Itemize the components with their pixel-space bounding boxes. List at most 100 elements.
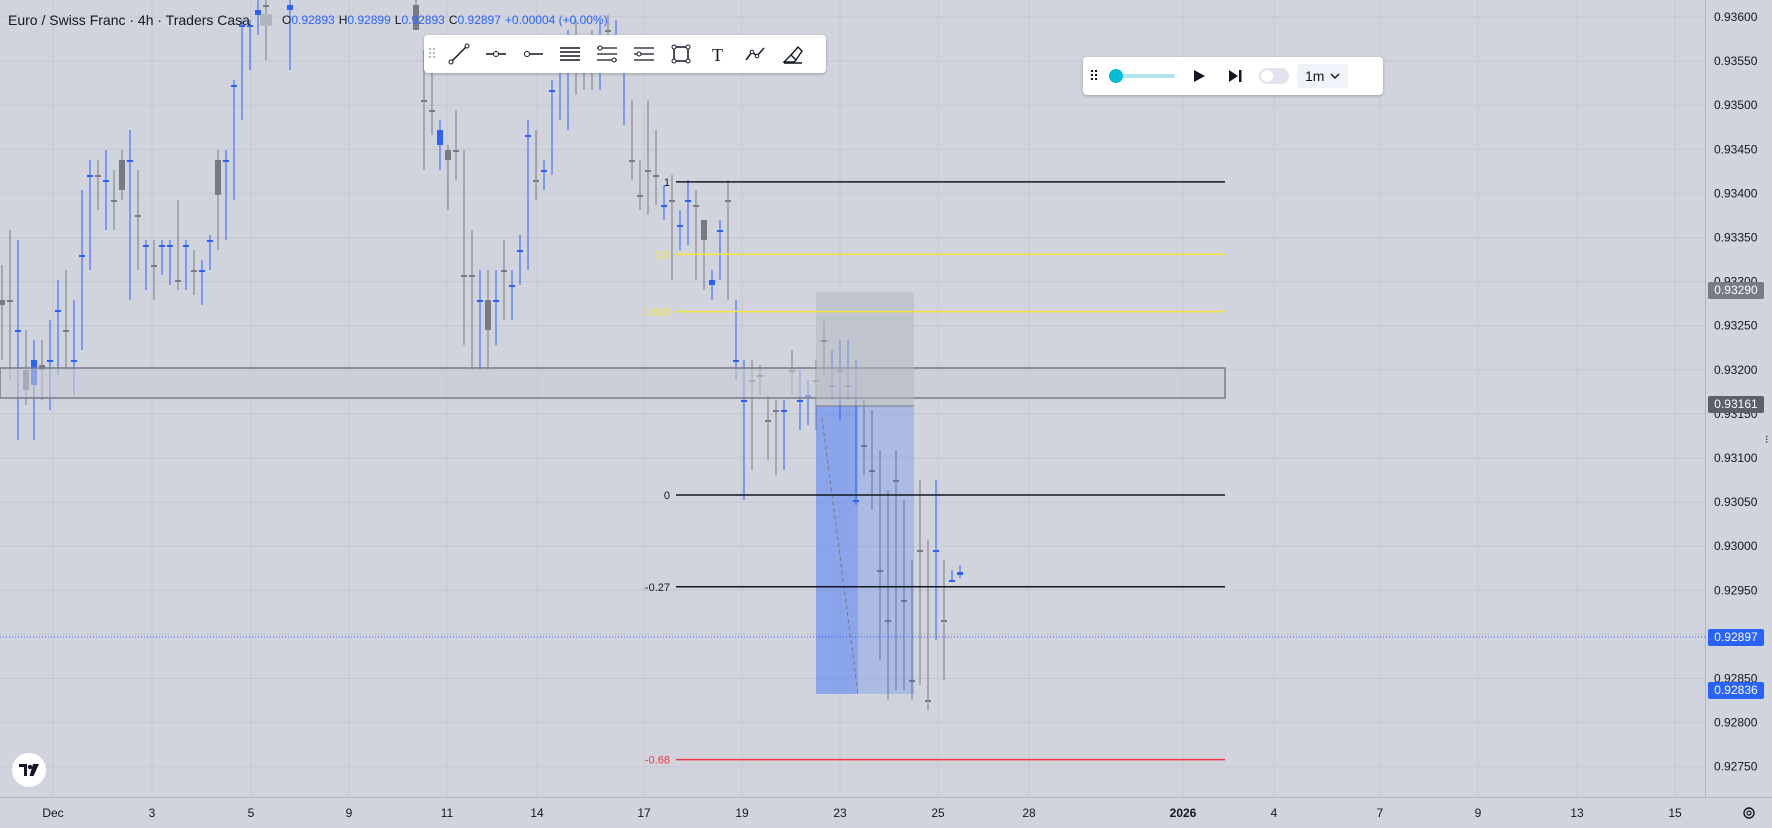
time-tick-label: 2026 xyxy=(1169,806,1197,820)
candle-body xyxy=(925,700,931,702)
candle-body xyxy=(231,85,237,87)
candle-body xyxy=(111,200,117,202)
ray-tool-icon[interactable] xyxy=(514,35,551,73)
price-tick-label: 0.93350 xyxy=(1714,231,1758,245)
candle-body xyxy=(55,310,61,312)
candle-body xyxy=(103,180,109,182)
fib-retracement-tool-icon[interactable] xyxy=(588,35,625,73)
fib-level-label: -0.27 xyxy=(645,582,670,594)
candle-body xyxy=(437,130,443,145)
settings-gear-icon[interactable] xyxy=(1742,806,1756,820)
price-tick-label: 0.93600 xyxy=(1714,10,1758,24)
path-tool-icon[interactable] xyxy=(736,35,773,73)
candle-body xyxy=(661,205,667,207)
stop-zone-box xyxy=(816,292,914,406)
time-tick-label: 7 xyxy=(1376,806,1384,820)
ohlc-change: +0.00004 (+0.00%) xyxy=(504,13,608,27)
candle-body xyxy=(741,400,747,402)
candle-body xyxy=(127,160,133,162)
svg-text:T: T xyxy=(712,45,723,65)
ohlc-values: O0.92893 H0.92899 L0.92893 C0.92897 +0.0… xyxy=(282,13,608,27)
time-scale[interactable]: Dec 3 5 9 11 14 17 19 23 25 28 2026 4 7 9 13 15 xyxy=(0,797,1772,828)
price-tick-label: 0.93500 xyxy=(1714,98,1758,112)
play-button[interactable] xyxy=(1181,57,1217,95)
symbol-title[interactable]: Euro / Swiss Franc · 4h · Traders Casa xyxy=(8,12,250,28)
time-tick-label: 23 xyxy=(833,806,847,820)
candle-body xyxy=(645,170,651,172)
time-tick-label: Dec xyxy=(42,806,64,820)
candle-body xyxy=(119,160,125,190)
price-badge: 0.92836 xyxy=(1708,682,1764,700)
candle-body xyxy=(949,580,955,582)
time-tick-label: 28 xyxy=(1022,806,1036,820)
candle-body xyxy=(151,265,157,267)
candle-body xyxy=(175,280,181,282)
text-tool-icon[interactable]: T xyxy=(699,35,736,73)
candle-body xyxy=(199,270,205,272)
candle-body xyxy=(877,570,883,572)
candle-body xyxy=(485,300,491,330)
price-tick-label: 0.93250 xyxy=(1714,319,1758,333)
chart-pane[interactable]: 1 0.5 0.618 0 -0.27 -0.68 xyxy=(0,0,1705,797)
candle-body xyxy=(781,410,787,412)
price-tick-label: 0.92800 xyxy=(1714,716,1758,730)
candle-body xyxy=(605,30,611,32)
position-path xyxy=(821,417,859,695)
fib-level-label: 0.618 xyxy=(642,307,670,319)
candle-body xyxy=(493,300,499,302)
candle-body xyxy=(637,195,643,197)
candle-body xyxy=(533,180,539,182)
drawing-toolbar: ⠿ T xyxy=(424,35,826,73)
time-tick-label: 17 xyxy=(637,806,651,820)
candle-body xyxy=(47,360,53,362)
candle-body xyxy=(135,215,141,217)
candle-body xyxy=(215,160,221,195)
candle-body xyxy=(79,255,85,257)
replay-speed-slider[interactable] xyxy=(1109,69,1175,83)
flag-icon[interactable] xyxy=(259,14,272,26)
price-tick-label: 0.92950 xyxy=(1714,583,1758,597)
chevron-down-icon xyxy=(1330,73,1340,79)
fib-extension-tool-icon[interactable] xyxy=(625,35,662,73)
candle-body xyxy=(15,330,21,332)
candle-body xyxy=(541,170,547,172)
scale-handle-icon[interactable]: ⁝ xyxy=(1765,434,1769,446)
candle-body xyxy=(717,230,723,232)
rectangle-tool-icon[interactable] xyxy=(662,35,699,73)
candle-body xyxy=(63,330,69,332)
candle-body xyxy=(263,5,269,7)
candle-body xyxy=(287,5,293,10)
ohlc-high: H0.92899 xyxy=(338,13,391,27)
interval-value: 1m xyxy=(1305,68,1325,84)
parallel-channel-tool-icon[interactable] xyxy=(551,35,588,73)
candle-body xyxy=(709,280,715,285)
eraser-tool-icon[interactable] xyxy=(773,35,810,73)
replay-toggle[interactable] xyxy=(1259,68,1289,84)
candle-body xyxy=(421,100,427,102)
symbol-header: Euro / Swiss Franc · 4h · Traders Casa O… xyxy=(8,12,608,28)
candle-body xyxy=(143,245,149,247)
tradingview-logo[interactable] xyxy=(12,753,46,787)
fib-extension: 1 0.5 0.618 0 -0.27 -0.68 xyxy=(642,177,1225,767)
trend-line-tool-icon[interactable] xyxy=(440,35,477,73)
time-tick-label: 25 xyxy=(931,806,945,820)
interval-select[interactable]: 1m xyxy=(1297,64,1349,88)
candle-body xyxy=(933,550,939,552)
slider-knob[interactable] xyxy=(1109,69,1123,83)
candle-body xyxy=(183,245,189,247)
price-tick-label: 0.92850 xyxy=(1714,672,1758,686)
ohlc-close: C0.92897 xyxy=(448,13,501,27)
drag-handle-icon[interactable]: ⠿ xyxy=(426,45,438,62)
candle-body xyxy=(0,300,5,305)
step-forward-button[interactable] xyxy=(1217,57,1253,95)
drag-handle-icon[interactable]: ⠿ xyxy=(1088,67,1100,84)
price-tick-label: 0.93000 xyxy=(1714,539,1758,553)
candle-body xyxy=(469,275,475,277)
candle-body xyxy=(95,175,101,177)
horizontal-ray-tool-icon[interactable] xyxy=(477,35,514,73)
price-chart[interactable]: 1 0.5 0.618 0 -0.27 -0.68 xyxy=(0,0,1705,797)
candle-body xyxy=(549,90,555,92)
time-tick-label: 14 xyxy=(530,806,544,820)
candle-body xyxy=(7,300,13,302)
time-tick-label: 3 xyxy=(148,806,156,820)
